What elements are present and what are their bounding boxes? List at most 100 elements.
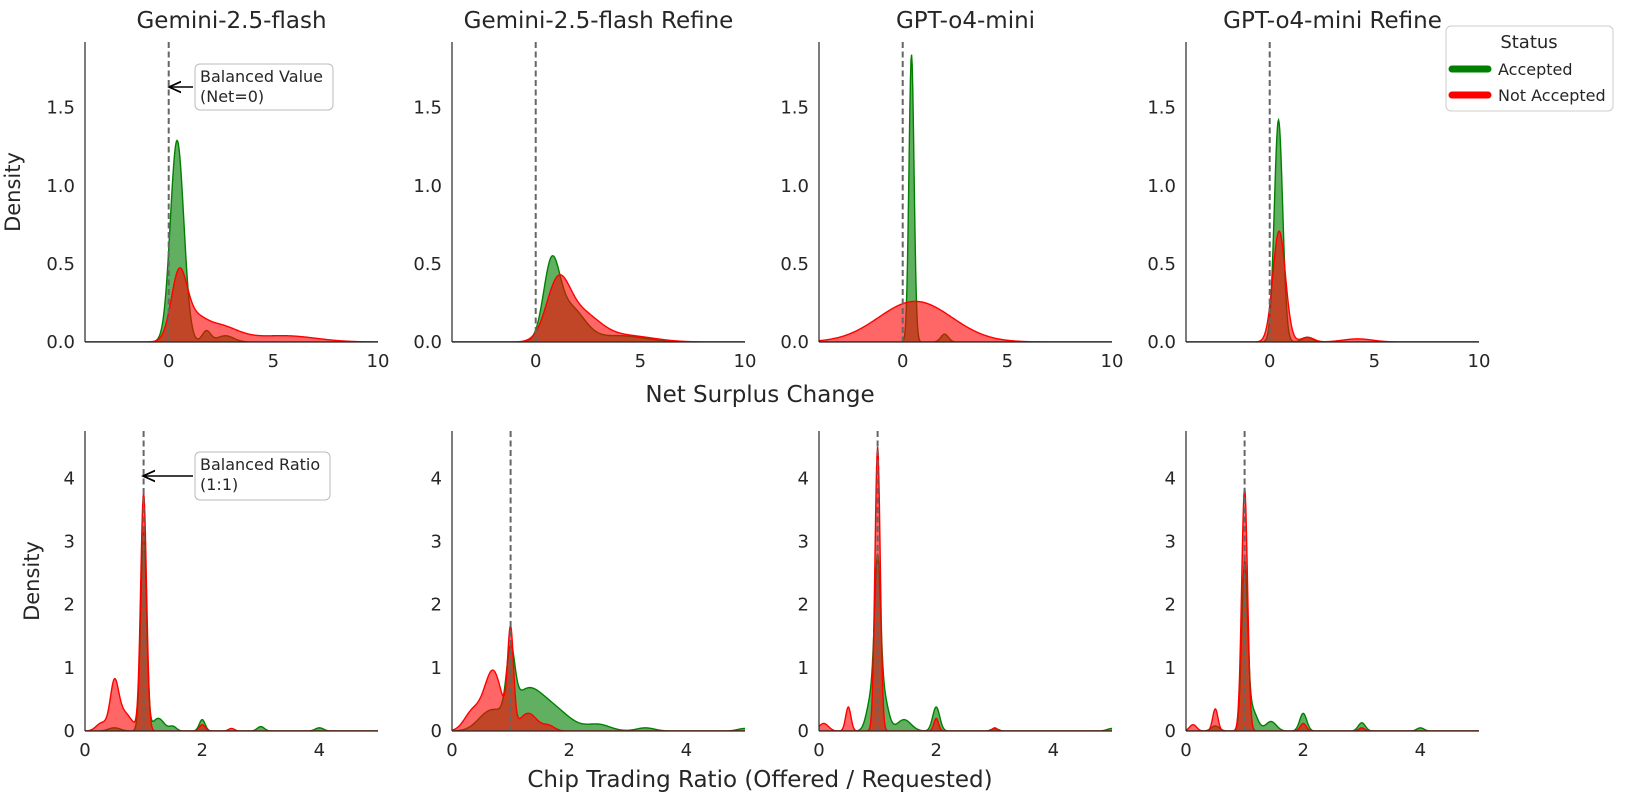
kde-line-accepted: [819, 553, 1112, 731]
y-tick-label: 1.0: [1147, 176, 1176, 197]
kde-line-not-accepted: [452, 623, 745, 731]
y-tick-label: 0: [64, 721, 75, 742]
kde-area-not-accepted: [1186, 487, 1479, 731]
x-tick-label: 0: [530, 351, 541, 372]
x-tick-label: 2: [1297, 740, 1308, 761]
annotation-text: Balanced Ratio: [200, 455, 320, 474]
y-tick-label: 0.5: [1147, 254, 1176, 275]
y-tick-label: 0.0: [1147, 332, 1176, 353]
panel-title: GPT-o4-mini: [896, 8, 1035, 34]
panel-net-surplus-2: 0 5 10 0.0 0.5 1.0 1.5 Gemini-2.5-flash Refine: [413, 8, 756, 372]
x-tick-label: 2: [196, 740, 207, 761]
kde-area-accepted: [85, 140, 378, 342]
y-tick-label: 3: [1165, 532, 1176, 553]
panel-title: GPT-o4-mini Refine: [1223, 8, 1442, 34]
x-tick-label: 0: [1264, 351, 1275, 372]
x-tick-label: 10: [367, 351, 390, 372]
y-tick-label: 1.5: [413, 98, 442, 119]
y-tick-label: 0: [1165, 721, 1176, 742]
x-tick-label: 5: [268, 351, 279, 372]
legend: Status Accepted Not Accepted: [1445, 25, 1614, 112]
y-tick-label: 0: [798, 721, 809, 742]
x-tick-label: 4: [1415, 740, 1426, 761]
kde-line-not-accepted: [1186, 230, 1479, 342]
panel-title: Gemini-2.5-flash: [136, 8, 326, 34]
y-tick-label: 1.5: [1147, 98, 1176, 119]
x-tick-label: 10: [734, 351, 757, 372]
kde-area-not-accepted: [1186, 231, 1479, 342]
y-tick-label: 2: [798, 595, 809, 616]
kde-area-not-accepted: [452, 625, 745, 731]
x-tick-label: 0: [897, 351, 908, 372]
y-tick-label: 0.0: [780, 332, 809, 353]
kde-area-not-accepted: [819, 301, 1112, 342]
legend-frame: [1445, 25, 1614, 112]
y-axis-label: Density: [1, 152, 25, 232]
legend-label-not-accepted: Not Accepted: [1498, 86, 1606, 105]
x-tick-label: 2: [930, 740, 941, 761]
y-tick-label: 0.0: [413, 332, 442, 353]
x-tick-label: 0: [813, 740, 824, 761]
x-tick-label: 5: [1369, 351, 1380, 372]
kde-area-not-accepted: [452, 274, 745, 342]
panel-chip-ratio-2: 0 2 4 0 1 2 3 4: [431, 431, 745, 761]
panel-net-surplus-1: 0 5 10 0.0 0.5 1.0 1.5 Gemini-2.5-flash Density: [1, 8, 389, 372]
x-tick-label: 4: [681, 740, 692, 761]
y-tick-label: 1: [64, 658, 75, 679]
y-tick-label: 4: [431, 468, 442, 489]
y-tick-label: 3: [64, 532, 75, 553]
y-tick-label: 1: [1165, 658, 1176, 679]
kde-area-not-accepted: [819, 446, 1112, 731]
y-tick-label: 2: [1165, 595, 1176, 616]
x-tick-label: 5: [635, 351, 646, 372]
x-tick-label: 0: [446, 740, 457, 761]
x-tick-label: 0: [1180, 740, 1191, 761]
x-tick-label: 0: [163, 351, 174, 372]
y-tick-label: 3: [798, 532, 809, 553]
panel-chip-ratio-4: 0 2 4 0 1 2 3 4: [1165, 431, 1479, 761]
x-tick-label: 4: [1048, 740, 1059, 761]
x-tick-label: 10: [1101, 351, 1124, 372]
panel-chip-ratio-3: 0 2 4 0 1 2 3 4: [798, 431, 1112, 761]
kde-line-accepted: [819, 54, 1112, 342]
kde-area-not-accepted: [85, 493, 378, 731]
panel-title: Gemini-2.5-flash Refine: [464, 8, 734, 34]
panel-net-surplus-4: 0 5 10 0.0 0.5 1.0 1.5 GPT-o4-mini Refine: [1147, 8, 1490, 372]
y-tick-label: 3: [431, 532, 442, 553]
annotation-balanced-value: Balanced Value(Net=0): [169, 63, 334, 111]
y-tick-label: 2: [431, 595, 442, 616]
x-axis-label-chip-ratio: Chip Trading Ratio (Offered / Requested): [527, 767, 992, 793]
y-tick-label: 1.5: [46, 98, 75, 119]
y-tick-label: 1.0: [780, 176, 809, 197]
kde-line-not-accepted: [819, 446, 1112, 731]
x-tick-label: 10: [1468, 351, 1491, 372]
y-tick-label: 0: [431, 721, 442, 742]
annotation-text: (1:1): [200, 475, 238, 494]
y-tick-label: 0.5: [413, 254, 442, 275]
annotation-text: (Net=0): [200, 87, 264, 106]
annotation-box: [194, 63, 334, 111]
kde-area-accepted: [819, 553, 1112, 731]
y-tick-label: 1.0: [413, 176, 442, 197]
legend-title: Status: [1500, 32, 1557, 53]
y-tick-label: 1.0: [46, 176, 75, 197]
kde-area-not-accepted: [85, 267, 378, 342]
kde-line-accepted: [1186, 117, 1479, 342]
kde-area-accepted: [85, 531, 378, 731]
x-tick-label: 2: [563, 740, 574, 761]
y-tick-label: 4: [64, 468, 75, 489]
y-tick-label: 1.5: [780, 98, 809, 119]
kde-line-accepted: [85, 139, 378, 342]
y-tick-label: 0.0: [46, 332, 75, 353]
x-tick-label: 0: [79, 740, 90, 761]
kde-area-accepted: [819, 54, 1112, 342]
annotation-text: Balanced Value: [200, 67, 323, 86]
kde-area-accepted: [1186, 560, 1479, 731]
x-tick-label: 4: [314, 740, 325, 761]
panel-chip-ratio-1: 0 2 4 0 1 2 3 4 Density: [20, 431, 378, 761]
kde-line-accepted: [85, 531, 378, 731]
annotation-balanced-ratio: Balanced Ratio(1:1): [143, 451, 331, 501]
legend-label-accepted: Accepted: [1498, 60, 1573, 79]
y-tick-label: 1: [431, 658, 442, 679]
